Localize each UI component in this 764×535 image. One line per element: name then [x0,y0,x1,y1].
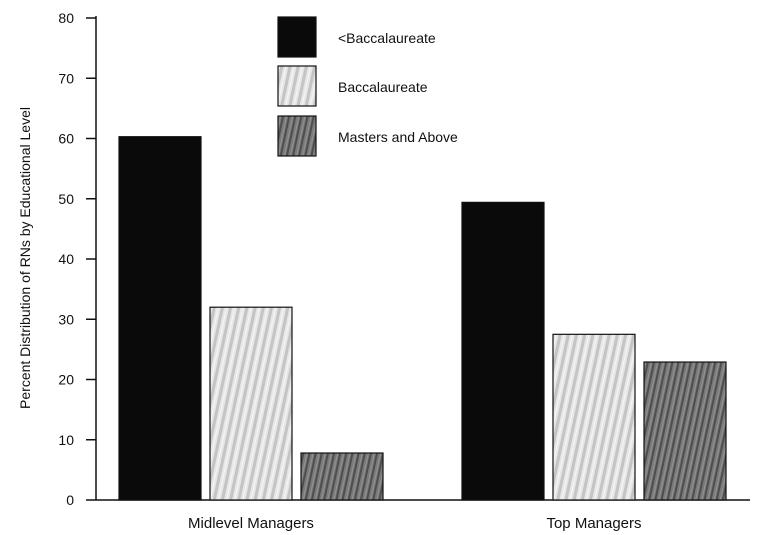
y-tick-label: 80 [58,10,74,26]
bar [300,452,384,501]
bar [461,201,545,501]
legend: <Baccalaureate Baccalaureate Masters and A… [277,16,458,157]
x-category-label: Midlevel Managers [188,515,314,532]
y-tick-label: 40 [58,251,74,267]
bar [118,136,202,501]
x-category-labels: Midlevel Managers Top Managers [188,515,641,532]
y-tick-label: 10 [58,432,74,448]
y-tick-label: 30 [58,311,74,327]
legend-label: Baccalaureate [338,79,428,95]
y-tick-label: 70 [58,70,74,86]
bar [209,306,293,501]
y-tick-label: 50 [58,191,74,207]
y-axis-label: Percent Distribution of RNs by Education… [17,107,33,409]
y-tick-label: 60 [58,131,74,147]
legend-swatch [277,16,317,58]
legend-swatch [277,65,317,107]
legend-label: <Baccalaureate [338,30,436,46]
legend-swatch [277,115,317,157]
bars [118,136,727,501]
bar [552,333,636,501]
bar [643,361,727,501]
legend-label: Masters and Above [338,129,458,145]
y-ticks: 0 10 20 30 40 50 60 70 80 [58,10,96,508]
x-category-label: Top Managers [546,515,641,532]
y-tick-label: 0 [66,492,74,508]
y-tick-label: 20 [58,372,74,388]
